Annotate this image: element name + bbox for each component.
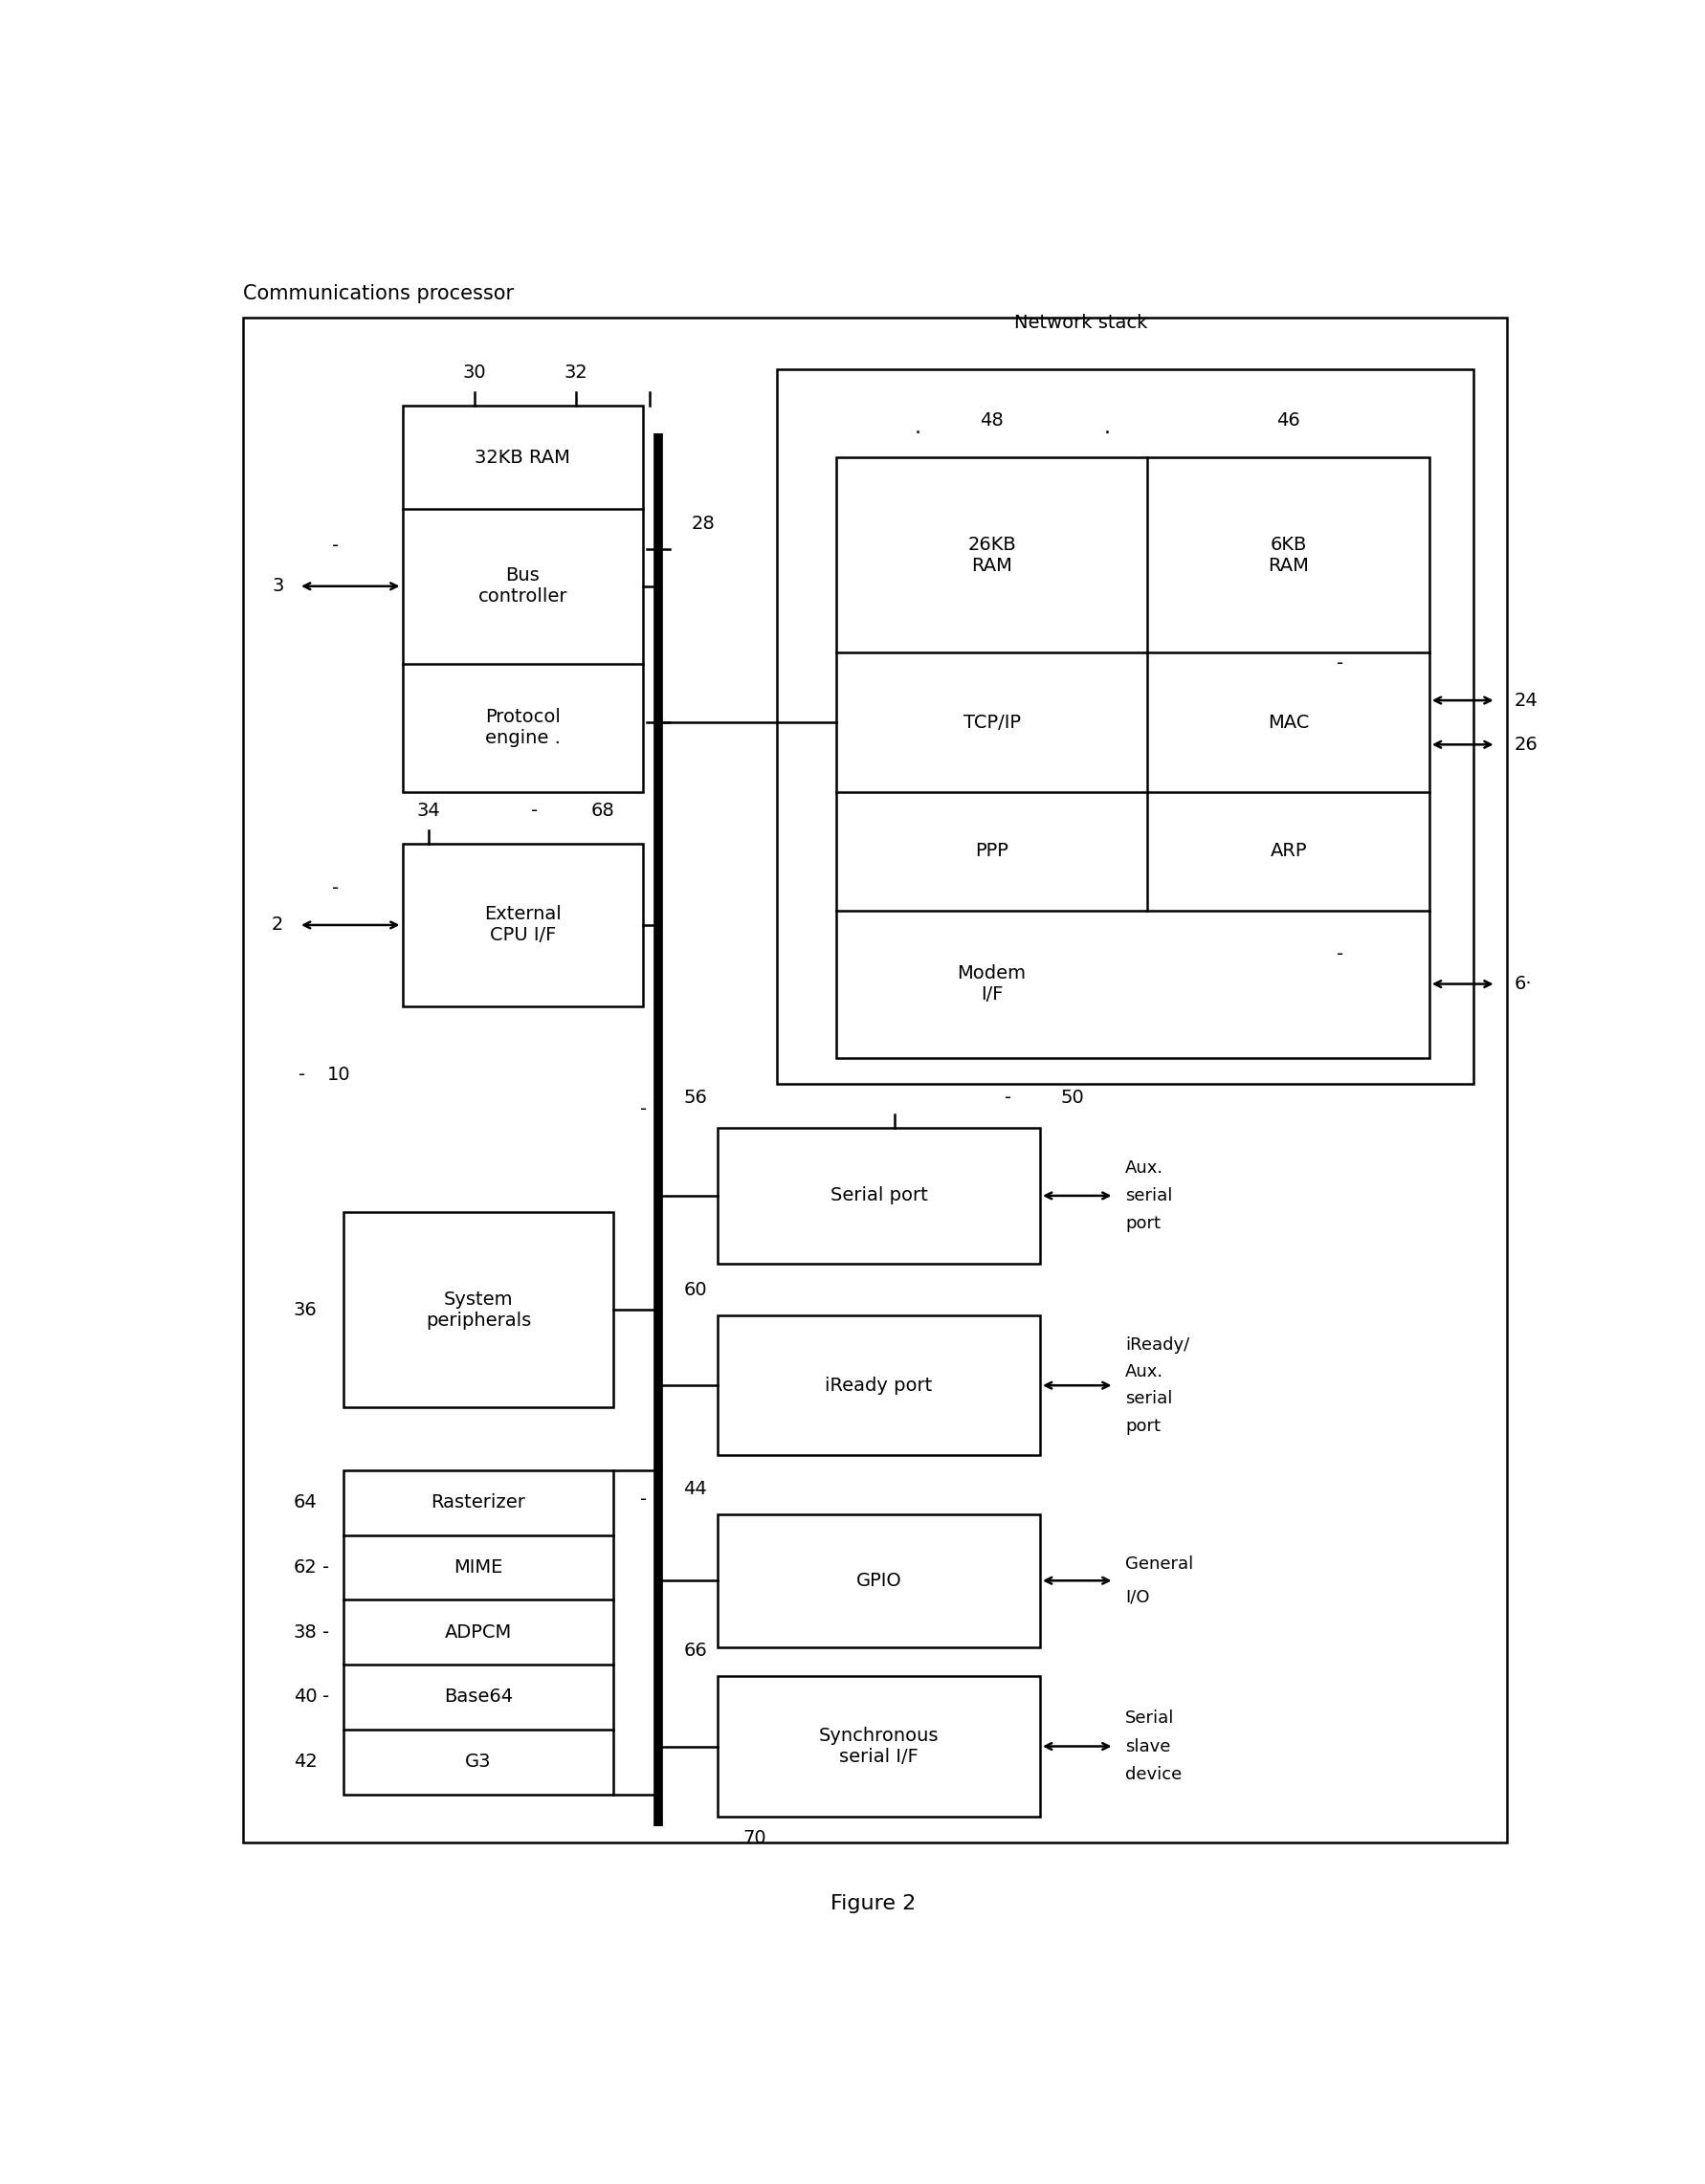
Text: Serial: Serial: [1125, 1710, 1173, 1728]
Text: 34: 34: [416, 802, 440, 819]
Bar: [343, 1470, 614, 1795]
Text: iReady port: iReady port: [825, 1376, 933, 1396]
Text: 70: 70: [742, 1830, 766, 1848]
Text: iReady/: iReady/: [1125, 1337, 1188, 1354]
Text: -: -: [332, 537, 339, 555]
Text: External
CPU I/F: External CPU I/F: [484, 906, 561, 946]
Text: 38: 38: [293, 1623, 317, 1640]
Text: 64: 64: [293, 1494, 317, 1511]
Text: 26: 26: [1514, 736, 1538, 753]
Text: General: General: [1125, 1555, 1194, 1572]
Text: 6KB
RAM: 6KB RAM: [1267, 535, 1308, 574]
Text: 40: 40: [293, 1688, 317, 1706]
Text: TCP/IP: TCP/IP: [963, 714, 1020, 732]
Text: Synchronous
serial I/F: Synchronous serial I/F: [818, 1728, 938, 1767]
Text: port: port: [1125, 1417, 1159, 1435]
Text: 50: 50: [1061, 1090, 1083, 1107]
Text: PPP: PPP: [975, 843, 1008, 860]
Text: 56: 56: [684, 1090, 708, 1107]
Text: -: -: [1337, 946, 1344, 963]
Bar: [835, 456, 1429, 1057]
Text: MIME: MIME: [454, 1557, 503, 1577]
Bar: [718, 1514, 1040, 1647]
Bar: [343, 1212, 614, 1406]
Text: -: -: [332, 880, 339, 898]
Text: Communications processor: Communications processor: [242, 284, 513, 304]
Text: 44: 44: [684, 1479, 706, 1498]
Text: serial: serial: [1125, 1389, 1171, 1406]
Text: port: port: [1125, 1214, 1159, 1232]
Text: MAC: MAC: [1267, 714, 1308, 732]
Text: 3: 3: [271, 577, 283, 596]
Text: 32: 32: [564, 363, 587, 382]
Text: -: -: [322, 1688, 329, 1706]
Text: 36: 36: [293, 1302, 317, 1319]
Text: 68: 68: [590, 802, 614, 819]
Text: -: -: [639, 1489, 646, 1509]
Text: Network stack: Network stack: [1013, 314, 1147, 332]
Text: Serial port: Serial port: [830, 1186, 928, 1206]
Text: Protocol
engine .: Protocol engine .: [484, 708, 561, 747]
Text: G3: G3: [465, 1754, 491, 1771]
Text: -: -: [298, 1066, 305, 1083]
Text: 48: 48: [979, 411, 1003, 430]
Text: -: -: [322, 1557, 329, 1577]
Text: 10: 10: [327, 1066, 351, 1083]
Text: ARP: ARP: [1269, 843, 1306, 860]
Bar: [718, 1127, 1040, 1265]
Text: 66: 66: [684, 1642, 706, 1660]
Text: 26KB
RAM: 26KB RAM: [967, 535, 1016, 574]
Text: 30: 30: [462, 363, 486, 382]
Text: System
peripherals: System peripherals: [425, 1291, 530, 1330]
Text: -: -: [322, 1623, 329, 1640]
Text: .: .: [1103, 419, 1110, 437]
Text: slave: slave: [1125, 1738, 1170, 1756]
Bar: [718, 1315, 1040, 1455]
Text: -: -: [1337, 655, 1344, 673]
Bar: [718, 1677, 1040, 1817]
Text: 32KB RAM: 32KB RAM: [474, 448, 569, 467]
Text: 24: 24: [1514, 692, 1538, 710]
Bar: [402, 406, 643, 793]
Text: Bus
controller: Bus controller: [477, 566, 568, 605]
Text: 62: 62: [293, 1557, 317, 1577]
Text: ADPCM: ADPCM: [445, 1623, 512, 1640]
Text: Base64: Base64: [443, 1688, 513, 1706]
Text: device: device: [1125, 1765, 1182, 1782]
Text: Aux.: Aux.: [1125, 1363, 1163, 1380]
Bar: [402, 843, 643, 1007]
Text: I/O: I/O: [1125, 1588, 1149, 1605]
Text: .: .: [914, 419, 921, 437]
Text: -: -: [639, 1101, 646, 1118]
Text: serial: serial: [1125, 1188, 1171, 1203]
Text: -: -: [1004, 1090, 1011, 1107]
Text: 42: 42: [293, 1754, 317, 1771]
Bar: [776, 369, 1473, 1083]
Text: 6·: 6·: [1514, 974, 1531, 994]
Text: 2: 2: [271, 915, 283, 935]
Text: 28: 28: [691, 515, 714, 533]
Text: Modem
I/F: Modem I/F: [957, 965, 1026, 1005]
Text: Aux.: Aux.: [1125, 1160, 1163, 1177]
Text: -: -: [532, 802, 539, 819]
Text: GPIO: GPIO: [856, 1572, 900, 1590]
Text: Figure 2: Figure 2: [830, 1894, 916, 1913]
Text: Rasterizer: Rasterizer: [431, 1494, 525, 1511]
Text: 46: 46: [1275, 411, 1299, 430]
Text: 60: 60: [684, 1280, 706, 1299]
